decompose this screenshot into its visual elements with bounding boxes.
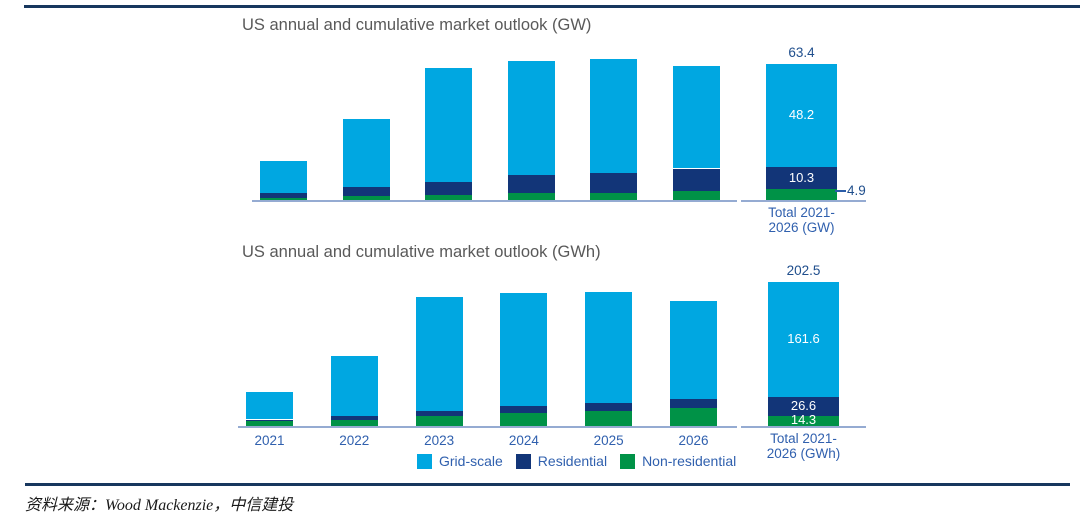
bar-segment-2023-grid-scale [415,296,463,412]
x-axis-label-2023: 2023 [424,433,455,448]
x-axis-label-2021: 2021 [254,433,285,448]
legend: Grid-scale Residential Non-residential [417,453,736,469]
total-bar-segment-grid-scale [766,64,837,168]
bar-segment-2025-grid-scale [585,291,633,403]
total-segment-label-non-residential: 14.3 [790,412,817,428]
total-segment-label-residential: 10.3 [788,169,815,185]
bar-segment-2024-residential [500,405,548,414]
total-segment-label-grid-scale: 48.2 [788,107,815,123]
x-axis-line-annual [252,200,737,202]
bar-segment-2022-residential [342,187,390,196]
bar-segment-2025-residential [585,402,633,411]
chart-title-gwh: US annual and cumulative market outlook … [242,243,601,261]
bar-segment-2022-grid-scale [330,356,378,417]
x-axis-label-2022: 2022 [339,433,370,448]
legend-label-non-residential: Non-residential [642,453,737,469]
bar-segment-2025-residential [590,172,638,193]
bar-segment-2024-non-residential [507,192,555,200]
total-bar-value: 63.4 [788,45,815,60]
bar-segment-2026-non-residential [673,190,720,200]
bar-segment-2025-non-residential [590,192,638,200]
total-bar-category-label: 2026 (GW) [768,220,835,235]
bar-segment-2026-residential [670,399,717,409]
total-bar-segment-non-residential [766,189,837,200]
bar-segment-2024-residential [507,174,555,193]
bar-segment-2024-grid-scale [500,292,548,406]
bar-segment-2021-grid-scale [246,391,293,420]
legend-label-grid-scale: Grid-scale [439,453,503,469]
bottom-rule [25,483,1070,486]
bar-segment-2021-residential [260,192,307,198]
total-bar-segment-residential [766,167,837,190]
legend-item-grid-scale: Grid-scale [417,453,503,469]
total-bar-category-label: 2026 (GWh) [766,446,841,461]
bar-segment-2022-residential [330,416,378,420]
callout-line-non-residential [835,190,846,193]
bar-segment-2023-residential [425,182,473,195]
bar-segment-2023-non-residential [415,416,463,426]
total-segment-label-residential: 26.6 [790,397,817,413]
total-bar-segment-grid-scale [768,282,839,397]
bar-segment-2024-grid-scale [507,61,555,175]
bar-segment-2022-grid-scale [342,119,390,188]
total-bar-category-label: Total 2021- [768,205,835,220]
bar-segment-2023-residential [415,411,463,417]
total-segment-label-non-residential: 4.9 [847,183,866,199]
chart-title-gw: US annual and cumulative market outlook … [242,16,592,34]
legend-item-residential: Residential [515,453,608,469]
bar-segment-2026-non-residential [670,408,717,426]
source-note: 资料来源：Wood Mackenzie，中信建投 [25,497,294,514]
bar-segment-2022-non-residential [342,195,390,200]
legend-swatch-non-residential [620,453,636,469]
bar-segment-2025-non-residential [585,410,633,426]
bar-segment-2026-grid-scale [670,300,717,400]
x-axis-label-2026: 2026 [678,433,709,448]
legend-swatch-residential [515,453,531,469]
total-segment-label-grid-scale: 161.6 [787,330,820,346]
total-bar-category-label: Total 2021- [770,431,837,446]
x-axis-line-total [741,426,866,428]
bar-segment-2021-residential [246,419,293,422]
x-axis-label-2024: 2024 [508,433,539,448]
x-axis-line-annual [238,426,737,428]
x-axis-line-total [741,200,866,202]
bar-segment-2024-non-residential [500,413,548,426]
legend-swatch-grid-scale [417,453,432,469]
total-bar-segment-non-residential [768,415,839,426]
total-bar-value: 202.5 [786,263,821,278]
bar-segment-2025-grid-scale [590,59,638,173]
bar-segment-2026-grid-scale [673,65,720,169]
bar-segment-2022-non-residential [330,419,378,426]
bar-segment-2021-grid-scale [260,161,307,193]
top-rule [24,5,1080,8]
bar-segment-2021-non-residential [246,421,293,426]
x-axis-label-2025: 2025 [593,433,624,448]
bar-segment-2026-residential [673,168,720,191]
legend-item-non-residential: Non-residential [620,453,736,469]
bar-segment-2023-grid-scale [425,67,473,183]
bar-segment-2021-non-residential [260,197,307,200]
bar-segment-2023-non-residential [425,194,473,200]
legend-label-residential: Residential [537,453,608,469]
total-bar-segment-residential [768,396,839,416]
